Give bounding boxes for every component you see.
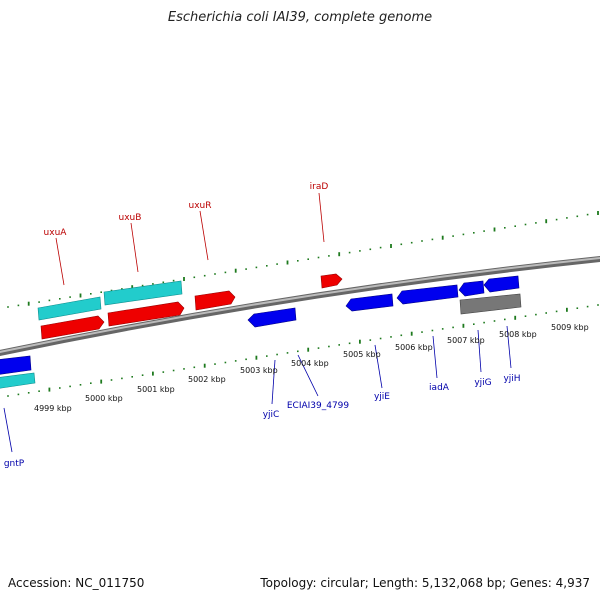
- gene-label-iraD[interactable]: iraD: [310, 182, 329, 192]
- tick-label-5005: 5005 kbp: [343, 350, 381, 359]
- gene-label-uxuR[interactable]: uxuR: [189, 201, 212, 211]
- tick-label-4999: 4999 kbp: [34, 404, 72, 413]
- gene-yjiC-feature[interactable]: [247, 307, 297, 328]
- genome-backbone: [0, 256, 600, 357]
- gene-iraD-feature[interactable]: [320, 273, 343, 289]
- gene-label-yjiE[interactable]: yjiE: [374, 392, 390, 402]
- gene-iadA-feature[interactable]: [396, 284, 459, 305]
- accession-text: Accession: NC_011750: [8, 576, 145, 590]
- gene-label-ECIAI39_4799[interactable]: ECIAI39_4799: [287, 401, 350, 411]
- gene-uxuR-feature[interactable]: [194, 290, 236, 311]
- kbp-tick-labels: 4999 kbp 5000 kbp 5001 kbp 5002 kbp 5003…: [34, 323, 589, 413]
- gene-label-yjiG[interactable]: yjiG: [474, 378, 491, 388]
- gene-yjiG-feature[interactable]: [458, 280, 485, 297]
- tick-label-5003: 5003 kbp: [240, 366, 278, 375]
- gene-feature-rna-2[interactable]: [103, 280, 183, 306]
- gene-label-uxuB[interactable]: uxuB: [119, 213, 142, 223]
- tick-label-5002: 5002 kbp: [188, 375, 226, 384]
- tick-label-5007: 5007 kbp: [447, 336, 485, 345]
- gene-label-gntP[interactable]: gntP: [4, 459, 25, 469]
- gene-label-yjiH[interactable]: yjiH: [503, 374, 520, 384]
- tick-label-5001: 5001 kbp: [137, 385, 175, 394]
- gene-uxuB-feature[interactable]: [107, 301, 185, 327]
- lower-tick-track: [7, 304, 599, 397]
- topology-text: Topology: circular; Length: 5,132,068 bp…: [260, 576, 590, 590]
- tick-label-5006: 5006 kbp: [395, 343, 433, 352]
- gene-label-iadA[interactable]: iadA: [429, 383, 450, 393]
- tick-label-5009: 5009 kbp: [551, 323, 589, 332]
- gene-yjiH-feature[interactable]: [483, 275, 520, 293]
- gene-feature-other[interactable]: [459, 293, 522, 315]
- gene-label-yjiC[interactable]: yjiC: [263, 410, 280, 420]
- tick-label-5008: 5008 kbp: [499, 330, 537, 339]
- gene-yjiE-feature[interactable]: [345, 293, 394, 312]
- gene-label-uxuA[interactable]: uxuA: [44, 228, 68, 238]
- map-title: Escherichia coli IAI39, complete genome: [167, 10, 433, 25]
- forward-gene-labels: uxuA uxuB uxuR iraD: [44, 182, 329, 286]
- gene-feature-rna-1[interactable]: [37, 296, 102, 321]
- gene-gntP-feature[interactable]: [0, 355, 32, 375]
- upper-tick-track: [7, 211, 599, 308]
- gene-uxuA-feature[interactable]: [40, 315, 105, 340]
- gene-feature-rna-3[interactable]: [0, 372, 36, 389]
- tick-label-5000: 5000 kbp: [85, 394, 123, 403]
- tick-label-5004: 5004 kbp: [291, 359, 329, 368]
- forward-strand-features: [37, 273, 343, 340]
- reverse-strand-features: [0, 275, 522, 389]
- reverse-gene-labels: gntP yjiC ECIAI39_4799 yjiE iadA yjiG yj…: [3, 325, 521, 469]
